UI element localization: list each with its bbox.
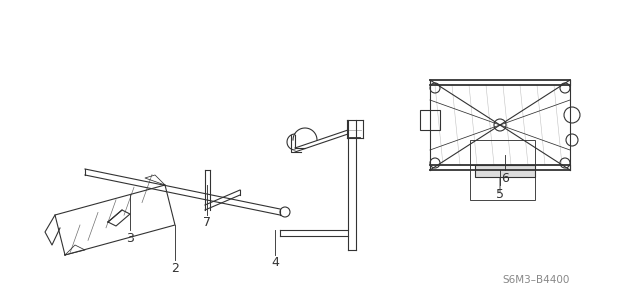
Text: 7: 7	[203, 217, 211, 230]
Text: S6M3–B4400: S6M3–B4400	[502, 275, 570, 285]
Bar	[470, 165, 535, 200]
Text: 6: 6	[501, 172, 509, 185]
Bar	[420, 110, 440, 130]
Text: 4: 4	[271, 256, 279, 269]
Text: 5: 5	[496, 188, 504, 201]
Text: 3: 3	[126, 232, 134, 245]
Bar	[470, 140, 535, 165]
Bar	[475, 165, 535, 177]
Text: 2: 2	[171, 262, 179, 275]
